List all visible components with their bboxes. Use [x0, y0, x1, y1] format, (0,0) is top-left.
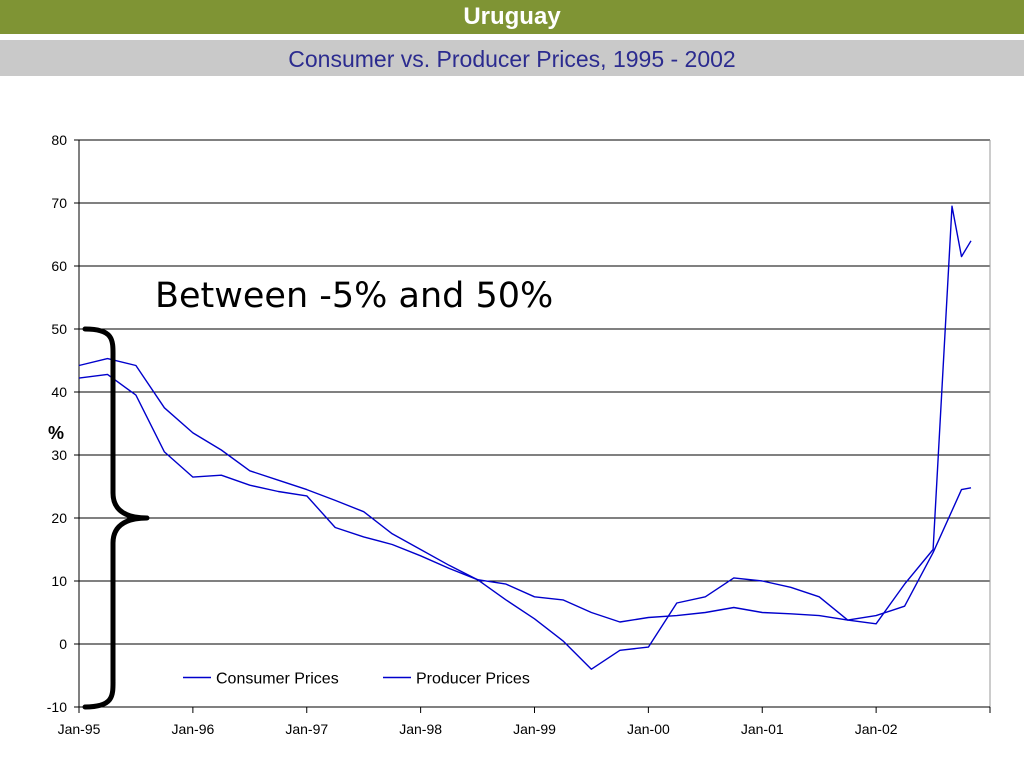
range-brace: [82, 326, 150, 710]
axes: -10 0 10 20 30 40 50 60 70 80 Jan-95 Jan-96 Jan-97 Ja…: [47, 132, 991, 737]
y-tick-label: 60: [51, 258, 67, 274]
x-tick-label: Jan-95: [58, 721, 101, 737]
y-tick-label: 40: [51, 384, 67, 400]
page-subtitle: Consumer vs. Producer Prices, 1995 - 200…: [0, 40, 1024, 76]
series-line-producer-prices: [78, 205, 972, 670]
x-tick-label: Jan-96: [171, 721, 214, 737]
page-title: Uruguay: [0, 0, 1024, 34]
annotation: Between -5% and 50%: [82, 276, 553, 710]
y-tick-label: 80: [51, 132, 67, 148]
y-tick-label: -10: [47, 699, 67, 715]
y-tick-label: 50: [51, 321, 67, 337]
legend-label: Producer Prices: [416, 671, 530, 688]
series-lines: [78, 205, 972, 670]
y-tick-label: 10: [51, 573, 67, 589]
y-tick-label: 30: [51, 447, 67, 463]
x-tick-label: Jan-01: [741, 721, 784, 737]
x-tick-label: Jan-97: [285, 721, 328, 737]
y-tick-label: 70: [51, 195, 67, 211]
y-tick-label: 20: [51, 510, 67, 526]
annotation-label: Between -5% and 50%: [155, 276, 553, 316]
x-tick-label: Jan-99: [513, 721, 556, 737]
legend-label: Consumer Prices: [216, 671, 339, 688]
x-tick-label: Jan-00: [627, 721, 670, 737]
x-tick-label: Jan-98: [399, 721, 442, 737]
gridlines: [79, 139, 990, 645]
y-unit-label: %: [48, 423, 64, 443]
series-line-consumer-prices: [78, 373, 972, 623]
legend: Consumer Prices Producer Prices: [183, 671, 530, 688]
x-tick-label: Jan-02: [855, 721, 898, 737]
y-tick-label: 0: [59, 636, 67, 652]
